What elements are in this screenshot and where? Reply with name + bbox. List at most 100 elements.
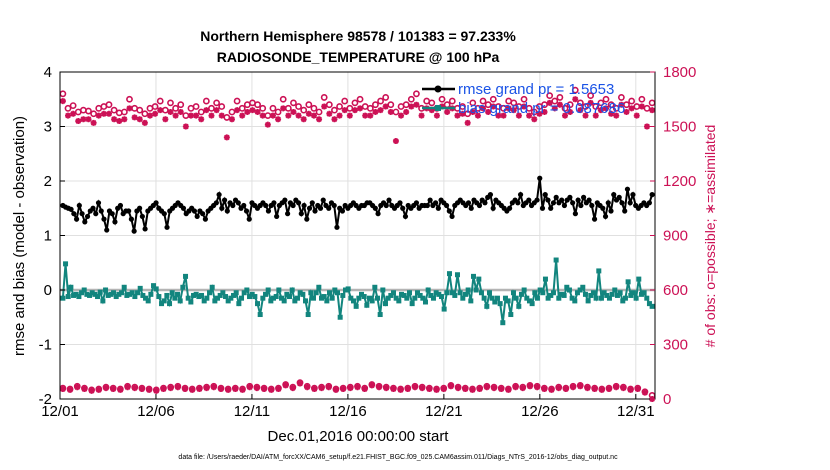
obs-assimilated-point bbox=[146, 112, 153, 119]
obs-low-assimilated-point bbox=[584, 385, 591, 392]
rmse-point bbox=[295, 200, 302, 206]
bias-point bbox=[156, 294, 162, 300]
bias-point bbox=[212, 298, 218, 304]
bias-point bbox=[460, 295, 466, 301]
obs-possible-point bbox=[110, 106, 118, 114]
y-tick-label-left: 4 bbox=[44, 64, 52, 81]
bias-point bbox=[548, 292, 554, 298]
rmse-point bbox=[397, 200, 403, 206]
obs-possible-point bbox=[628, 97, 636, 105]
obs-low-assimilated-point bbox=[591, 386, 598, 393]
obs-assimilated-point bbox=[357, 105, 364, 112]
rmse-point bbox=[534, 197, 540, 203]
bias-point bbox=[540, 290, 546, 296]
obs-low-assimilated-point bbox=[541, 386, 548, 393]
rmse-point bbox=[95, 200, 102, 206]
bias-point bbox=[601, 290, 607, 296]
bias-point bbox=[356, 295, 362, 301]
obs-low-assimilated-point bbox=[196, 386, 203, 393]
bias-point bbox=[348, 295, 354, 301]
bias-point bbox=[420, 295, 426, 301]
obs-assimilated-point bbox=[485, 108, 492, 115]
obs-assimilated-point bbox=[464, 119, 471, 126]
obs-assimilated-point bbox=[187, 112, 194, 119]
bias-point bbox=[161, 298, 167, 304]
bias-point bbox=[513, 295, 519, 301]
obs-possible-point bbox=[438, 95, 446, 103]
rmse-point bbox=[221, 197, 228, 203]
bias-point bbox=[588, 292, 594, 298]
bias-point bbox=[279, 295, 285, 301]
obs-assimilated-point bbox=[244, 108, 251, 115]
bias-point bbox=[396, 298, 402, 304]
obs-possible-point bbox=[126, 95, 133, 103]
obs-assimilated-point bbox=[505, 105, 512, 112]
obs-assimilated-point bbox=[556, 101, 563, 108]
bias-point bbox=[492, 299, 498, 305]
obs-assimilated-point bbox=[500, 112, 507, 119]
obs-assimilated-point bbox=[213, 107, 220, 114]
bias-point bbox=[113, 294, 119, 300]
obs-assimilated-point bbox=[300, 116, 307, 123]
rmse-point bbox=[545, 197, 551, 203]
bias-point bbox=[135, 290, 141, 296]
obs-low-assimilated-point bbox=[562, 386, 569, 393]
obs-low-assimilated-point bbox=[397, 386, 404, 393]
obs-assimilated-point bbox=[587, 99, 594, 106]
bias-point bbox=[295, 295, 301, 301]
obs-low-assimilated-point bbox=[102, 385, 109, 392]
bias-point bbox=[364, 302, 370, 308]
rmse-point bbox=[200, 211, 206, 217]
obs-low-assimilated-point bbox=[383, 385, 390, 392]
bias-point bbox=[452, 292, 458, 298]
obs-possible-point bbox=[156, 97, 164, 105]
bias-point bbox=[596, 268, 602, 274]
rmse-point bbox=[433, 200, 439, 206]
bias-point bbox=[65, 294, 71, 300]
bias-point bbox=[508, 312, 514, 318]
bias-point bbox=[305, 312, 311, 318]
bias-point bbox=[430, 295, 436, 301]
bias-point bbox=[111, 290, 117, 296]
bias-point bbox=[614, 292, 620, 298]
bias-point bbox=[606, 295, 612, 301]
bias-point bbox=[183, 273, 189, 279]
rmse-point bbox=[561, 202, 568, 209]
obs-assimilated-point bbox=[305, 110, 312, 117]
rmse-point bbox=[263, 202, 269, 209]
x-tick-label: 12/06 bbox=[137, 403, 175, 420]
bias-point bbox=[311, 295, 317, 301]
obs-assimilated-point bbox=[75, 118, 82, 125]
bias-point bbox=[257, 312, 263, 318]
bias-point bbox=[638, 291, 644, 297]
obs-possible-point bbox=[566, 101, 574, 109]
obs-low-assimilated-point bbox=[598, 386, 605, 393]
bias-point bbox=[319, 295, 325, 301]
obs-possible-point bbox=[407, 95, 415, 103]
obs-assimilated-point bbox=[259, 112, 266, 119]
bias-point bbox=[300, 291, 306, 297]
bias-point bbox=[502, 295, 508, 301]
rmse-point bbox=[285, 211, 291, 217]
obs-possible-point bbox=[167, 99, 174, 107]
obs-low-assimilated-point bbox=[340, 386, 347, 393]
obs-assimilated-point bbox=[249, 107, 256, 114]
rmse-point bbox=[600, 205, 606, 211]
bias-point bbox=[164, 292, 170, 298]
rmse-point bbox=[605, 200, 611, 206]
rmse-point bbox=[591, 216, 598, 222]
obs-low-assimilated-point bbox=[239, 386, 246, 393]
obs-possible-point bbox=[459, 103, 466, 110]
obs-possible-point bbox=[428, 99, 436, 107]
obs-assimilated-point bbox=[218, 112, 225, 119]
legend: rmse grand pr = 1.5653 bias grand pr = 0… bbox=[422, 81, 625, 117]
obs-low-assimilated-point bbox=[117, 386, 124, 393]
obs-assimilated-point bbox=[85, 116, 92, 123]
bias-point bbox=[177, 298, 183, 304]
bias-point bbox=[345, 286, 351, 292]
obs-low-assimilated-point bbox=[289, 385, 296, 392]
rmse-point bbox=[487, 192, 494, 198]
obs-low-assimilated-point bbox=[526, 383, 533, 390]
bias-point bbox=[95, 294, 101, 300]
rmse-point bbox=[274, 213, 280, 220]
